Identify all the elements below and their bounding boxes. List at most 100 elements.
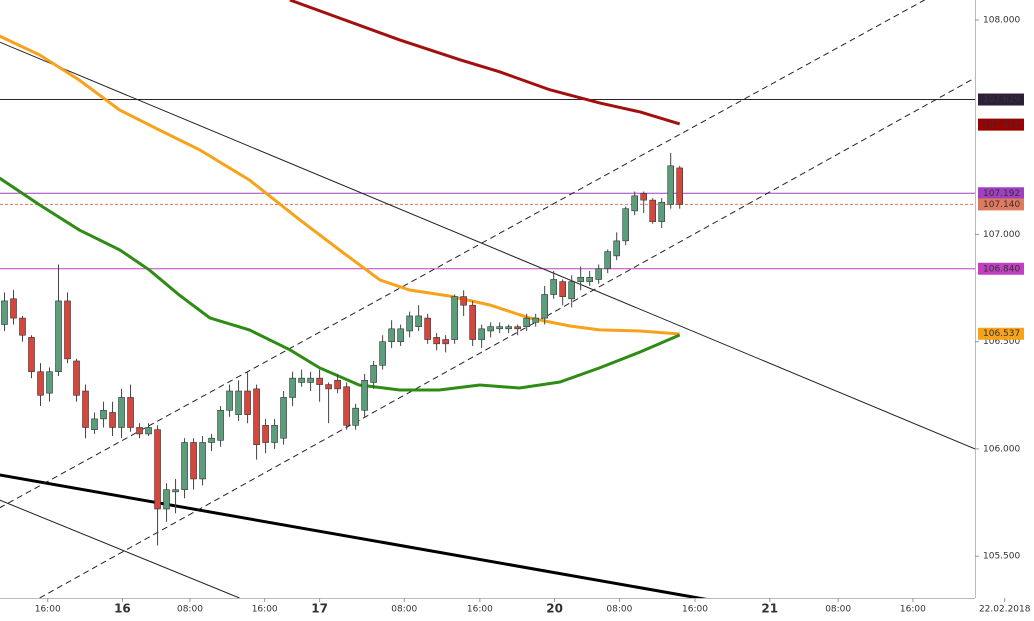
x-tick-label: 16:00 bbox=[900, 605, 926, 615]
candle-body bbox=[154, 429, 161, 510]
candle-body bbox=[217, 410, 224, 441]
candle-body bbox=[190, 442, 197, 480]
x-tick-label: 20 bbox=[546, 602, 563, 616]
trendline bbox=[0, 41, 975, 450]
candle-body bbox=[622, 208, 629, 242]
candle-body bbox=[172, 489, 179, 493]
candle-body bbox=[208, 437, 215, 443]
candle-body bbox=[91, 418, 98, 430]
candle-body bbox=[181, 442, 188, 490]
candle-body bbox=[550, 279, 557, 295]
moving-average bbox=[289, 0, 681, 126]
candle-body bbox=[397, 328, 404, 342]
candle-body bbox=[325, 384, 332, 390]
candle-body bbox=[343, 386, 350, 426]
candle-body bbox=[244, 390, 251, 415]
candle-body bbox=[415, 315, 422, 327]
candle-body bbox=[631, 195, 638, 212]
level-label: 106.840 bbox=[983, 264, 1020, 274]
moving-average bbox=[0, 176, 681, 392]
candle-body bbox=[19, 317, 26, 336]
candle-body bbox=[658, 201, 666, 222]
candle-body bbox=[136, 427, 143, 435]
x-tick-label: 21 bbox=[761, 602, 778, 616]
candle-body bbox=[316, 377, 323, 385]
candle-body bbox=[55, 300, 62, 373]
y-tick-label: 105.500 bbox=[983, 552, 1020, 562]
candle-body bbox=[505, 326, 512, 330]
candle-body bbox=[307, 377, 314, 383]
trendline bbox=[0, 473, 708, 598]
y-tick-label: 106.500 bbox=[983, 337, 1020, 347]
level-label-bg bbox=[978, 198, 1024, 211]
candle-body bbox=[649, 199, 657, 222]
candle-body bbox=[73, 360, 80, 396]
candle-body bbox=[334, 379, 341, 390]
x-tick-label: 08:00 bbox=[606, 605, 632, 615]
candle-body bbox=[163, 489, 170, 510]
x-tick-label: 16 bbox=[114, 602, 131, 616]
candle-body bbox=[145, 427, 152, 435]
candle-body bbox=[28, 337, 35, 373]
candle-body bbox=[82, 390, 89, 428]
candle-body bbox=[523, 317, 530, 327]
x-tick-label: 22.02.2018 bbox=[979, 605, 1031, 615]
candle-body bbox=[541, 294, 548, 319]
candle-body bbox=[496, 326, 503, 330]
candle-body bbox=[487, 326, 494, 332]
level-label-bg bbox=[978, 262, 1024, 275]
x-tick-label: 08:00 bbox=[177, 605, 203, 615]
candle-body bbox=[460, 296, 467, 306]
candle-body bbox=[109, 412, 116, 428]
x-tick-label: 08:00 bbox=[825, 605, 851, 615]
candle-body bbox=[262, 425, 269, 443]
candle-body bbox=[199, 442, 206, 480]
candle-body bbox=[37, 371, 44, 396]
candle-body bbox=[253, 388, 260, 445]
x-tick-label: 17 bbox=[311, 602, 328, 616]
candle-body bbox=[64, 300, 71, 360]
trendline bbox=[39, 77, 975, 598]
candle-body bbox=[451, 296, 458, 340]
candle-body bbox=[532, 317, 539, 323]
candle-body bbox=[370, 364, 377, 383]
y-tick-label: 107.000 bbox=[983, 230, 1020, 240]
candle-body bbox=[271, 425, 278, 443]
y-tick-label: 106.000 bbox=[983, 444, 1020, 454]
candle-body bbox=[46, 371, 53, 394]
level-label: 107.629 bbox=[983, 95, 1020, 105]
candle-body bbox=[469, 304, 476, 340]
level-label-bg bbox=[978, 327, 1024, 340]
level-label: 106.537 bbox=[983, 329, 1020, 339]
candle-body bbox=[100, 410, 107, 420]
level-label: 107.512 bbox=[983, 120, 1020, 130]
candle-body bbox=[1, 300, 8, 325]
x-tick-label: 16:00 bbox=[35, 605, 61, 615]
trendline bbox=[0, 499, 240, 598]
candle-body bbox=[559, 281, 566, 297]
candle-body bbox=[577, 277, 584, 282]
candle-body bbox=[667, 165, 675, 205]
candle-body bbox=[235, 390, 242, 415]
y-tick-label: 108.000 bbox=[983, 15, 1020, 25]
candle-body bbox=[613, 240, 620, 257]
candle-body bbox=[280, 397, 287, 439]
level-label-bg bbox=[978, 187, 1024, 200]
candle-body bbox=[289, 377, 296, 398]
level-label: 107.192 bbox=[983, 189, 1020, 199]
moving-average bbox=[0, 34, 680, 336]
trendline bbox=[0, 0, 925, 509]
x-tick-label: 16:00 bbox=[682, 605, 708, 615]
level-label: 107.140 bbox=[983, 200, 1020, 210]
candle-body bbox=[10, 298, 17, 319]
x-tick-label: 08:00 bbox=[391, 605, 417, 615]
candle-body bbox=[676, 167, 684, 205]
level-label-bg bbox=[978, 93, 1024, 106]
candle-body bbox=[433, 337, 440, 345]
candle-body bbox=[226, 390, 233, 411]
candle-body bbox=[388, 328, 395, 342]
candle-body bbox=[604, 251, 611, 270]
candle-body bbox=[424, 317, 431, 340]
